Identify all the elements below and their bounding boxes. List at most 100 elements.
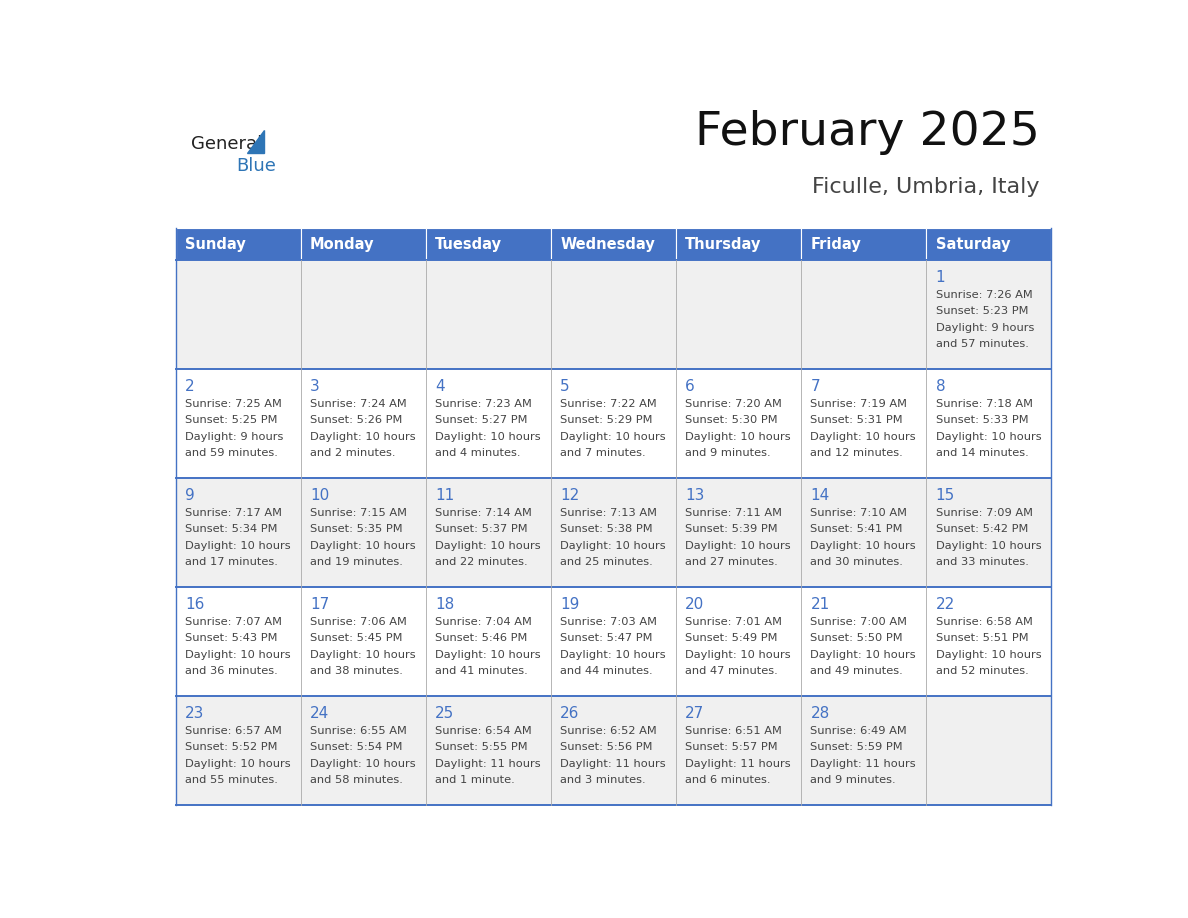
Text: 15: 15 xyxy=(936,488,955,503)
Text: Ficulle, Umbria, Italy: Ficulle, Umbria, Italy xyxy=(813,177,1040,197)
Text: Daylight: 10 hours: Daylight: 10 hours xyxy=(185,759,291,768)
Text: Sunset: 5:50 PM: Sunset: 5:50 PM xyxy=(810,633,903,644)
Text: Daylight: 10 hours: Daylight: 10 hours xyxy=(936,541,1041,551)
Text: and 12 minutes.: and 12 minutes. xyxy=(810,448,903,458)
Text: Sunset: 5:35 PM: Sunset: 5:35 PM xyxy=(310,524,403,534)
Text: and 59 minutes.: and 59 minutes. xyxy=(185,448,278,458)
Text: Sunrise: 6:49 AM: Sunrise: 6:49 AM xyxy=(810,726,908,735)
Text: Saturday: Saturday xyxy=(936,237,1010,252)
Text: 9: 9 xyxy=(185,488,195,503)
Text: Daylight: 10 hours: Daylight: 10 hours xyxy=(936,650,1041,660)
Text: Friday: Friday xyxy=(810,237,861,252)
Text: and 36 minutes.: and 36 minutes. xyxy=(185,666,278,677)
Text: 5: 5 xyxy=(561,379,570,395)
Text: and 19 minutes.: and 19 minutes. xyxy=(310,557,403,567)
Bar xyxy=(176,478,301,588)
Bar xyxy=(551,369,676,478)
Text: Daylight: 10 hours: Daylight: 10 hours xyxy=(185,650,291,660)
Bar xyxy=(176,588,301,697)
Bar xyxy=(176,261,301,369)
Text: Sunset: 5:42 PM: Sunset: 5:42 PM xyxy=(936,524,1028,534)
Text: Sunrise: 7:06 AM: Sunrise: 7:06 AM xyxy=(310,617,407,627)
Text: 27: 27 xyxy=(685,707,704,722)
Bar xyxy=(425,369,551,478)
Text: Tuesday: Tuesday xyxy=(435,237,503,252)
Text: Sunset: 5:57 PM: Sunset: 5:57 PM xyxy=(685,743,778,752)
Text: 1: 1 xyxy=(936,270,946,285)
Text: Daylight: 10 hours: Daylight: 10 hours xyxy=(810,650,916,660)
Text: 16: 16 xyxy=(185,598,204,612)
Text: Daylight: 10 hours: Daylight: 10 hours xyxy=(810,431,916,442)
Bar xyxy=(676,261,801,369)
Text: Daylight: 10 hours: Daylight: 10 hours xyxy=(310,650,416,660)
Text: and 4 minutes.: and 4 minutes. xyxy=(435,448,520,458)
Text: 20: 20 xyxy=(685,598,704,612)
Text: Sunset: 5:51 PM: Sunset: 5:51 PM xyxy=(936,633,1028,644)
Bar xyxy=(425,588,551,697)
Text: 25: 25 xyxy=(435,707,454,722)
Bar xyxy=(676,478,801,588)
Text: Sunset: 5:49 PM: Sunset: 5:49 PM xyxy=(685,633,778,644)
Bar xyxy=(425,228,551,261)
Text: 8: 8 xyxy=(936,379,946,395)
Text: 3: 3 xyxy=(310,379,320,395)
Text: Sunset: 5:56 PM: Sunset: 5:56 PM xyxy=(561,743,652,752)
Bar xyxy=(927,261,1051,369)
Text: Sunrise: 7:00 AM: Sunrise: 7:00 AM xyxy=(810,617,908,627)
Text: Sunset: 5:52 PM: Sunset: 5:52 PM xyxy=(185,743,278,752)
Text: Sunset: 5:31 PM: Sunset: 5:31 PM xyxy=(810,415,903,425)
Text: Sunset: 5:34 PM: Sunset: 5:34 PM xyxy=(185,524,278,534)
Text: Sunrise: 7:10 AM: Sunrise: 7:10 AM xyxy=(810,508,908,518)
Bar xyxy=(676,369,801,478)
Text: and 1 minute.: and 1 minute. xyxy=(435,776,514,786)
Text: Sunset: 5:55 PM: Sunset: 5:55 PM xyxy=(435,743,527,752)
Bar xyxy=(676,697,801,805)
Text: 14: 14 xyxy=(810,488,829,503)
Text: Daylight: 10 hours: Daylight: 10 hours xyxy=(561,650,665,660)
Text: Daylight: 10 hours: Daylight: 10 hours xyxy=(310,541,416,551)
Text: Monday: Monday xyxy=(310,237,374,252)
Text: 7: 7 xyxy=(810,379,820,395)
Bar xyxy=(301,588,425,697)
Text: Sunrise: 7:09 AM: Sunrise: 7:09 AM xyxy=(936,508,1032,518)
Text: and 6 minutes.: and 6 minutes. xyxy=(685,776,771,786)
Text: and 38 minutes.: and 38 minutes. xyxy=(310,666,403,677)
Text: Sunset: 5:37 PM: Sunset: 5:37 PM xyxy=(435,524,527,534)
Text: Sunset: 5:47 PM: Sunset: 5:47 PM xyxy=(561,633,652,644)
Text: Sunset: 5:43 PM: Sunset: 5:43 PM xyxy=(185,633,278,644)
Text: 26: 26 xyxy=(561,707,580,722)
Bar xyxy=(176,369,301,478)
Text: 13: 13 xyxy=(685,488,704,503)
Text: and 49 minutes.: and 49 minutes. xyxy=(810,666,903,677)
Text: 11: 11 xyxy=(435,488,454,503)
Bar xyxy=(927,478,1051,588)
Bar xyxy=(801,478,927,588)
Text: Sunrise: 7:25 AM: Sunrise: 7:25 AM xyxy=(185,398,282,409)
Text: Thursday: Thursday xyxy=(685,237,762,252)
Text: Sunrise: 6:54 AM: Sunrise: 6:54 AM xyxy=(435,726,532,735)
Text: 17: 17 xyxy=(310,598,329,612)
Text: and 3 minutes.: and 3 minutes. xyxy=(561,776,646,786)
Bar xyxy=(551,478,676,588)
Text: 2: 2 xyxy=(185,379,195,395)
Bar xyxy=(176,228,301,261)
Text: and 55 minutes.: and 55 minutes. xyxy=(185,776,278,786)
Bar xyxy=(551,697,676,805)
Text: Sunrise: 7:07 AM: Sunrise: 7:07 AM xyxy=(185,617,282,627)
Text: Sunrise: 7:17 AM: Sunrise: 7:17 AM xyxy=(185,508,282,518)
Text: and 58 minutes.: and 58 minutes. xyxy=(310,776,403,786)
Text: 24: 24 xyxy=(310,707,329,722)
Bar xyxy=(301,228,425,261)
Text: 12: 12 xyxy=(561,488,580,503)
Text: and 33 minutes.: and 33 minutes. xyxy=(936,557,1029,567)
Text: Sunset: 5:46 PM: Sunset: 5:46 PM xyxy=(435,633,527,644)
Text: and 30 minutes.: and 30 minutes. xyxy=(810,557,903,567)
Text: Sunday: Sunday xyxy=(185,237,246,252)
Text: Sunset: 5:27 PM: Sunset: 5:27 PM xyxy=(435,415,527,425)
Text: Daylight: 10 hours: Daylight: 10 hours xyxy=(435,650,541,660)
Text: Sunrise: 7:14 AM: Sunrise: 7:14 AM xyxy=(435,508,532,518)
Text: Sunrise: 7:22 AM: Sunrise: 7:22 AM xyxy=(561,398,657,409)
Text: Sunset: 5:41 PM: Sunset: 5:41 PM xyxy=(810,524,903,534)
Text: Sunrise: 6:52 AM: Sunrise: 6:52 AM xyxy=(561,726,657,735)
Text: and 17 minutes.: and 17 minutes. xyxy=(185,557,278,567)
